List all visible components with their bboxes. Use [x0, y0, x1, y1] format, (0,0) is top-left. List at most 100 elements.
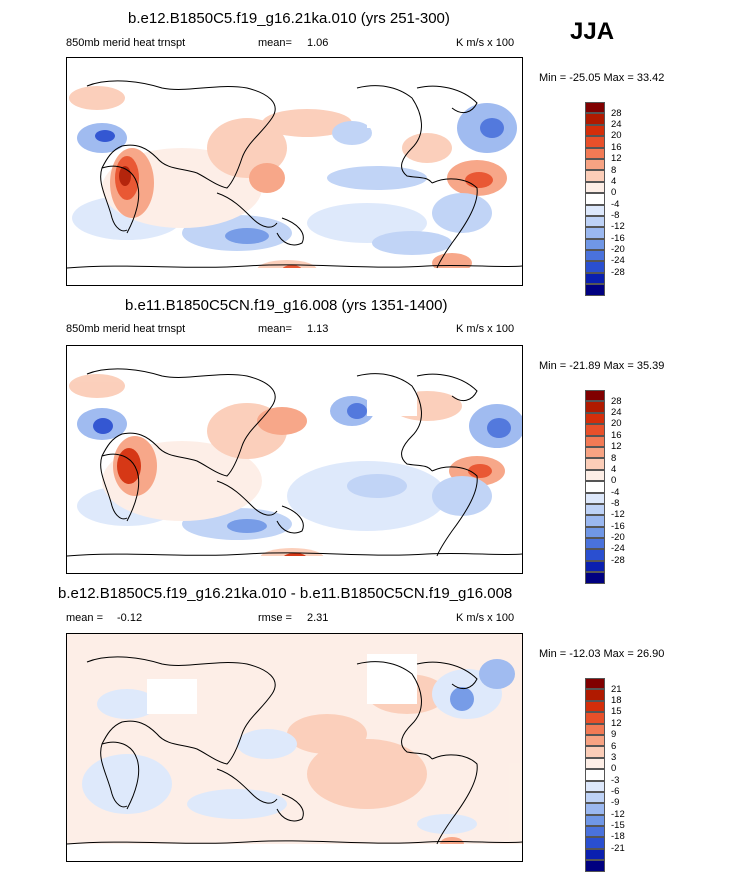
colorbar-swatch [585, 215, 605, 228]
panel-2-mean-value: 1.13 [307, 323, 329, 335]
colorbar-swatch [585, 826, 605, 838]
colorbar-swatch [585, 538, 605, 550]
colorbar-swatch [585, 424, 605, 436]
colorbar-label: -21 [611, 843, 625, 854]
colorbar-label: 0 [611, 763, 617, 774]
colorbar-swatch [585, 526, 605, 539]
colorbar-swatch [585, 147, 605, 159]
colorbar-swatch [585, 689, 605, 701]
colorbar-label: 12 [611, 441, 622, 452]
panel-3-minmax: Min = -12.03 Max = 26.90 [539, 648, 665, 660]
colorbar-label: 20 [611, 418, 622, 429]
panel-3-map [66, 633, 523, 862]
colorbar-swatch [585, 250, 605, 262]
colorbar-label: 18 [611, 695, 622, 706]
colorbar-label: 0 [611, 475, 617, 486]
colorbar-swatch [585, 261, 605, 273]
panel-1-title: b.e12.B1850C5.f19_g16.21ka.010 (yrs 251-… [128, 10, 450, 27]
colorbar-swatch [585, 458, 605, 470]
panel-1-mean-label: mean= [258, 37, 292, 49]
colorbar-label: 3 [611, 752, 617, 763]
colorbar-label: -15 [611, 820, 625, 831]
colorbar-label: -6 [611, 786, 620, 797]
colorbar-swatch [585, 814, 605, 827]
colorbar-swatch [585, 723, 605, 735]
colorbar-swatch [585, 238, 605, 251]
colorbar-swatch [585, 503, 605, 516]
colorbar-swatch [585, 712, 605, 724]
panel-3-colorbar: 21 18 15 12 9 6 3 0 -3 -6 -9 -12 -15 -18… [585, 678, 625, 872]
colorbar-label: -16 [611, 233, 625, 244]
colorbar-swatch [585, 193, 605, 205]
colorbar-label: 28 [611, 108, 622, 119]
colorbar-swatch [585, 837, 605, 849]
colorbar-swatch [585, 678, 605, 690]
colorbar-swatch [585, 204, 605, 216]
colorbar-label: -16 [611, 521, 625, 532]
heat-transport-field [69, 374, 522, 568]
colorbar-swatch [585, 412, 605, 425]
colorbar-swatch [585, 746, 605, 758]
colorbar-swatch [585, 572, 605, 584]
colorbar-swatch [585, 113, 605, 125]
colorbar-label: -24 [611, 255, 625, 266]
colorbar-label: -4 [611, 199, 620, 210]
colorbar-label: 16 [611, 142, 622, 153]
colorbar-swatch [585, 469, 605, 482]
colorbar-label: -12 [611, 221, 625, 232]
masked-region [67, 654, 522, 861]
heat-transport-field [67, 634, 522, 861]
colorbar-swatch [585, 560, 605, 573]
colorbar-swatch [585, 401, 605, 413]
panel-1-mean-value: 1.06 [307, 37, 329, 49]
panel-1-colorbar: 28 24 20 16 12 8 4 0 -4 -8 -12 -16 -20 -… [585, 102, 625, 296]
colorbar-label: 24 [611, 119, 622, 130]
colorbar-swatch [585, 515, 605, 527]
colorbar-swatch [585, 136, 605, 148]
coastlines [67, 368, 522, 557]
colorbar-label: -8 [611, 210, 620, 221]
panel-2-map [66, 345, 523, 574]
colorbar-label: 8 [611, 165, 617, 176]
colorbar-label: -18 [611, 831, 625, 842]
colorbar-swatch [585, 481, 605, 493]
colorbar-label: -12 [611, 509, 625, 520]
colorbar-swatch [585, 734, 605, 747]
panel-2-units: K m/s x 100 [456, 323, 515, 335]
colorbar-swatch [585, 492, 605, 504]
panel-1-map [66, 57, 523, 286]
colorbar-label: 12 [611, 153, 622, 164]
season-label: JJA [570, 18, 615, 45]
colorbar-swatch [585, 227, 605, 239]
colorbar-swatch [585, 791, 605, 804]
colorbar-swatch [585, 158, 605, 171]
coastlines [67, 80, 522, 269]
panel-2-colorbar: 28 24 20 16 12 8 4 0 -4 -8 -12 -16 -20 -… [585, 390, 625, 584]
colorbar-label: 8 [611, 453, 617, 464]
panel-3-mean-label: mean = [66, 612, 103, 624]
panel-3-rmse-value: 2.31 [307, 612, 329, 624]
colorbar-label: 24 [611, 407, 622, 418]
colorbar-swatch [585, 769, 605, 781]
panel-2-variable-label: 850mb merid heat trnspt [66, 323, 186, 335]
masked-region [67, 366, 522, 573]
colorbar-label: 0 [611, 187, 617, 198]
colorbar-label: 28 [611, 396, 622, 407]
heat-transport-field [69, 86, 517, 280]
colorbar-swatch [585, 284, 605, 296]
colorbar-label: -28 [611, 555, 625, 566]
colorbar-swatch [585, 757, 605, 770]
colorbar-swatch [585, 124, 605, 137]
panel-2-title: b.e11.B1850C5CN.f19_g16.008 (yrs 1351-14… [125, 297, 448, 314]
colorbar-label: 12 [611, 718, 622, 729]
coastlines [67, 656, 522, 845]
colorbar-swatch [585, 848, 605, 861]
colorbar-swatch [585, 780, 605, 792]
colorbar-label: 15 [611, 706, 622, 717]
panel-1-minmax: Min = -25.05 Max = 33.42 [539, 72, 665, 84]
panel-3-units: K m/s x 100 [456, 612, 515, 624]
colorbar-label: 4 [611, 464, 617, 475]
panel-2-mean-label: mean= [258, 323, 292, 335]
colorbar-label: -3 [611, 775, 620, 786]
masked-region [67, 78, 522, 285]
